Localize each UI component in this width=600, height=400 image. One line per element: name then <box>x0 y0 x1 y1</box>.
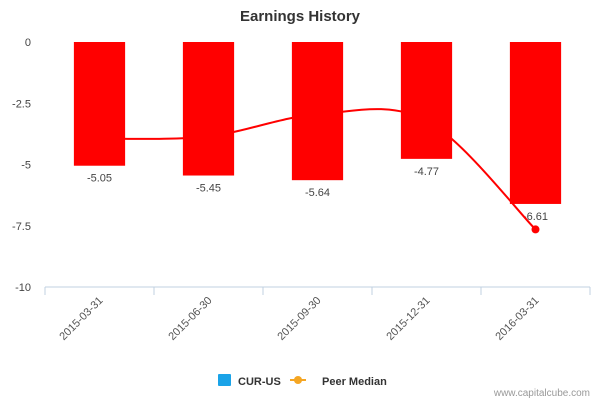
y-tick-label: -2.5 <box>12 98 31 110</box>
bar-series-cur-us <box>73 42 562 204</box>
bar-cur-us-2015-03-31[interactable] <box>73 42 126 166</box>
x-tick-label: 2015-03-31 <box>57 295 105 343</box>
y-tick-label: 0 <box>25 37 31 49</box>
x-axis: 2015-03-31 2015-06-30 2015-09-30 2015-12-31… <box>44 287 591 343</box>
bar-cur-us-2015-09-30[interactable] <box>291 42 344 181</box>
y-tick-label: -7.5 <box>12 221 31 233</box>
peer-median-line[interactable] <box>99 108 537 231</box>
bar-data-label: -5.64 <box>305 187 330 199</box>
bar-data-labels: -5.05 -5.45 -5.64 -4.77 -6.61 <box>87 166 548 223</box>
bar-cur-us-2015-12-31[interactable] <box>400 42 453 159</box>
y-tick-label: -10 <box>15 282 31 294</box>
bar-cur-us-2015-06-30[interactable] <box>182 42 235 176</box>
legend[interactable]: CUR-US Peer Median <box>218 374 387 388</box>
line-series-peer-median <box>99 108 540 234</box>
x-tick-label: 2016-03-31 <box>493 295 541 343</box>
x-tick-label: 2015-06-30 <box>166 295 214 343</box>
bar-data-label: -4.77 <box>414 166 439 178</box>
bar-data-label: -6.61 <box>523 211 548 223</box>
bar-cur-us-2016-03-31[interactable] <box>509 42 562 204</box>
x-tick-label: 2015-09-30 <box>275 295 323 343</box>
legend-cur-us-swatch <box>218 374 231 386</box>
chart-title: Earnings History <box>240 8 361 25</box>
legend-peer-median-dot-icon <box>294 376 302 384</box>
x-tick-label: 2015-12-31 <box>384 295 432 343</box>
y-tick-label: -5 <box>21 160 31 172</box>
bar-data-label: -5.05 <box>87 173 112 185</box>
credit-text: www.capitalcube.com <box>493 388 590 399</box>
legend-peer-median-label[interactable]: Peer Median <box>322 376 387 388</box>
y-axis: 0 -2.5 -5 -7.5 -10 <box>12 37 31 294</box>
legend-cur-us-label[interactable]: CUR-US <box>238 376 281 388</box>
peer-median-point[interactable] <box>531 225 540 234</box>
bar-data-label: -5.45 <box>196 183 221 195</box>
